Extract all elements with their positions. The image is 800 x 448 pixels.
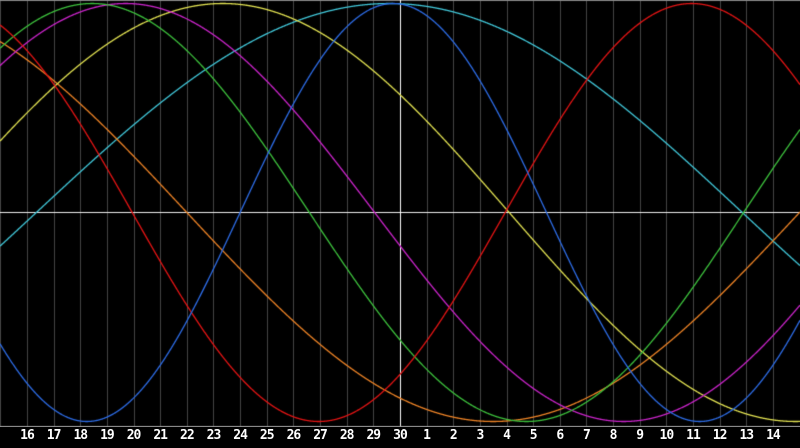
x-tick-label: 2 bbox=[449, 428, 458, 443]
x-tick-label: 18 bbox=[73, 428, 88, 443]
x-tick-label: 26 bbox=[286, 428, 302, 443]
plot-area bbox=[0, 0, 800, 427]
x-tick-label: 20 bbox=[126, 428, 142, 443]
x-tick-label: 27 bbox=[313, 428, 328, 443]
x-tick-label: 16 bbox=[20, 428, 35, 443]
x-tick-label: 7 bbox=[583, 428, 591, 443]
x-tick-label: 1 bbox=[423, 428, 431, 443]
x-tick-label: 10 bbox=[659, 428, 675, 443]
x-tick-label: 30 bbox=[393, 428, 408, 443]
x-tick-label: 22 bbox=[180, 428, 195, 443]
x-tick-label: 21 bbox=[153, 428, 168, 443]
x-tick-label: 8 bbox=[609, 428, 618, 443]
x-axis-label-row: 16 17 18 19 20 21 22 23 24 25 26 27 28 29 30 1 2 3 4 5 6 7 8 9 1… bbox=[0, 427, 800, 448]
x-tick-label: 24 bbox=[233, 428, 248, 443]
x-tick-label: 28 bbox=[339, 428, 355, 443]
x-tick-label: 12 bbox=[712, 428, 728, 443]
x-tick-label: 29 bbox=[366, 428, 381, 443]
x-tick-label: 3 bbox=[476, 428, 484, 443]
x-tick-label: 4 bbox=[503, 428, 511, 443]
x-tick-label: 13 bbox=[739, 428, 754, 443]
x-tick-label: 14 bbox=[766, 428, 781, 443]
x-tick-label: 17 bbox=[46, 428, 62, 443]
x-tick-label: 25 bbox=[259, 428, 275, 443]
x-tick-label: 9 bbox=[636, 428, 644, 443]
x-tick-label: 5 bbox=[529, 428, 538, 443]
x-tick-label: 6 bbox=[556, 428, 564, 443]
x-tick-label: 11 bbox=[686, 428, 701, 443]
x-tick-label: 19 bbox=[100, 428, 115, 443]
x-tick-label: 23 bbox=[206, 428, 222, 443]
